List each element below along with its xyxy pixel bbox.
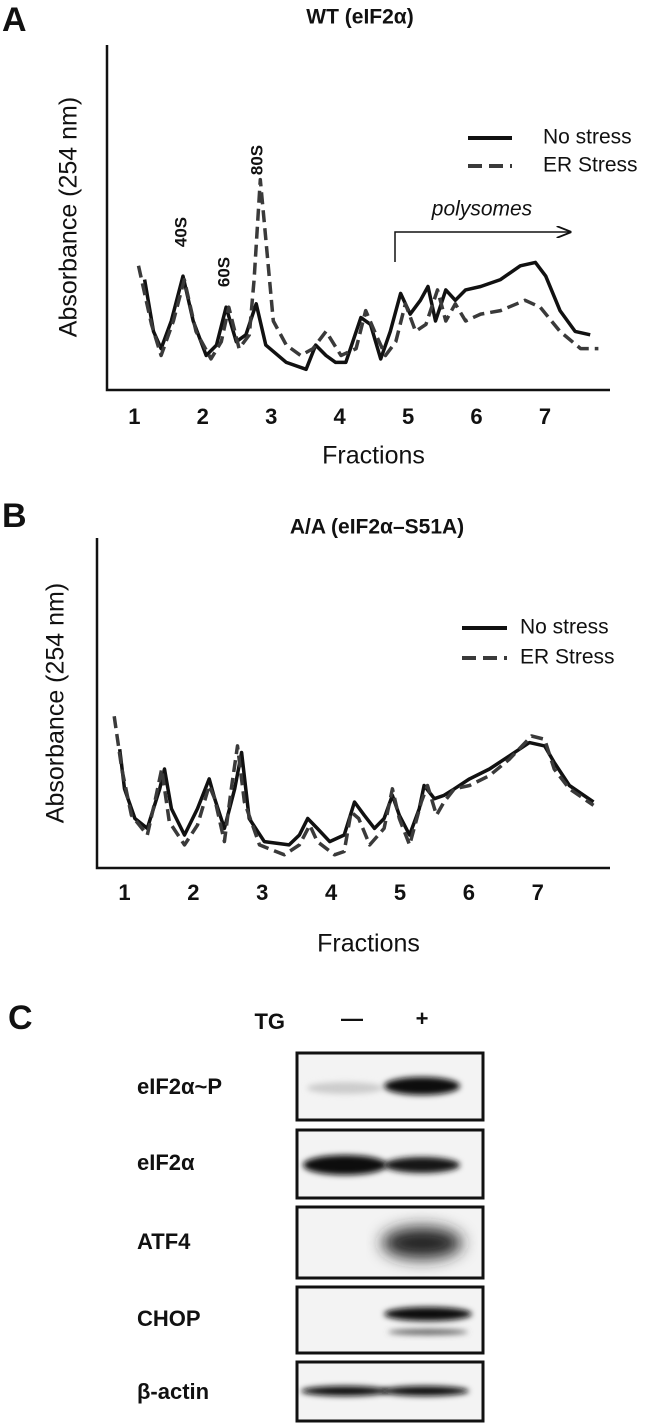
band	[381, 1386, 469, 1396]
row-label: eIF2α~P	[137, 1074, 222, 1099]
x-tick-label: 7	[539, 404, 551, 429]
row-label: eIF2α	[137, 1150, 195, 1175]
band	[384, 1157, 460, 1173]
x-tick-label: 4	[325, 880, 338, 905]
polysome-label: polysomes	[431, 198, 533, 221]
x-axis-label: Fractions	[317, 930, 420, 958]
column-label: —	[341, 1006, 363, 1031]
band	[307, 1082, 383, 1094]
x-tick-label: 1	[128, 404, 140, 429]
band	[388, 1329, 468, 1335]
row-label: CHOP	[137, 1306, 201, 1331]
row-label: ATF4	[137, 1229, 191, 1254]
x-tick-label: 2	[197, 404, 209, 429]
band	[301, 1386, 389, 1396]
x-tick-label: 6	[470, 404, 482, 429]
chart-title: A/A (eIF2α–S51A)	[290, 516, 464, 539]
band	[303, 1155, 387, 1175]
x-tick-label: 3	[256, 880, 268, 905]
x-tick-label: 3	[265, 404, 277, 429]
row-label: β-actin	[137, 1379, 209, 1404]
data-line	[117, 740, 595, 847]
legend-label: No stress	[520, 616, 609, 639]
data-line	[136, 177, 599, 361]
treatment-label: TG	[254, 1009, 285, 1034]
legend-label: ER Stress	[543, 154, 638, 177]
y-axis-label: Absorbance (254 nm)	[42, 583, 70, 823]
chart-title: WT (eIF2α)	[306, 6, 413, 29]
y-axis-label: Absorbance (254 nm)	[55, 97, 83, 337]
legend-label: ER Stress	[520, 646, 615, 669]
peak-label: 40S	[171, 217, 190, 247]
blot-panel: C TG — + eIF2α~P eIF2α ATF4 CHOP β-actin	[8, 999, 485, 1423]
polysome-arrow	[394, 232, 570, 262]
x-tick-label: 1	[118, 880, 130, 905]
data-line	[142, 260, 591, 372]
x-axis-label: Fractions	[322, 442, 425, 470]
legend-label: No stress	[543, 126, 632, 149]
panel-letter: B	[2, 497, 27, 535]
blot-box	[295, 1285, 485, 1355]
band	[382, 1227, 462, 1259]
x-tick-label: 6	[463, 880, 475, 905]
axis-line	[105, 45, 610, 392]
peak-label: 60S	[214, 257, 233, 287]
x-tick-label: 4	[334, 404, 347, 429]
x-tick-label: 7	[532, 880, 544, 905]
panel-letter: A	[2, 1, 27, 39]
x-tick-label: 5	[394, 880, 406, 905]
panel-letter: C	[8, 999, 33, 1037]
x-tick-label: 5	[402, 404, 414, 429]
peak-label: 80S	[247, 145, 266, 175]
data-line	[112, 715, 595, 857]
band	[384, 1077, 460, 1095]
axis-line	[95, 538, 610, 870]
band	[384, 1307, 472, 1321]
column-label: +	[416, 1006, 429, 1031]
x-tick-label: 2	[187, 880, 199, 905]
